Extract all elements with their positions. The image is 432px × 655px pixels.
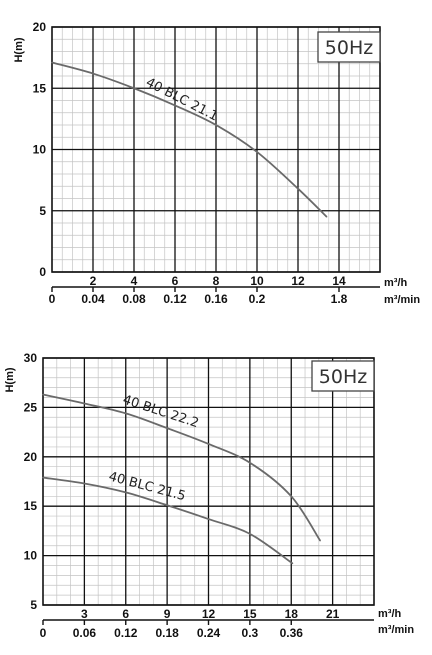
chart-1-x2-tick-label: 0.16 <box>204 292 228 306</box>
chart-1-x-tick-label: 8 <box>213 274 220 288</box>
chart-1-series-1-point <box>51 61 53 64</box>
chart-1-frequency-badge <box>317 31 381 63</box>
chart-2-plot-frame <box>42 357 375 606</box>
chart-2-series-2-point <box>207 518 210 520</box>
chart-2-x-tick-label: 9 <box>164 607 171 621</box>
chart-1-y-tick-label: 15 <box>33 81 47 95</box>
chart-1-y-tick-label: 0 <box>39 265 46 279</box>
chart-1-series-1-point <box>326 216 328 218</box>
chart-2-y-tick-label: 5 <box>30 598 37 612</box>
chart-2-x-unit-label: m³/h <box>378 608 402 620</box>
chart-2-series-2-point <box>83 482 85 485</box>
chart-1-series-1-point <box>256 151 258 153</box>
chart-1-x2-tick-label: 0 <box>49 292 56 306</box>
chart-2-series-1-line <box>42 393 321 542</box>
chart-1-x-tick-label: 14 <box>332 274 346 288</box>
chart-1-series-1-point <box>174 104 176 106</box>
chart-1-frequency-text: 50Hz <box>325 37 373 59</box>
chart-1-x-tick-label: 10 <box>250 274 264 288</box>
chart-1-series-1-point <box>133 87 135 89</box>
chart-2-series-2-point <box>42 476 44 479</box>
chart-2-x2-unit-label: m³/min <box>378 624 414 636</box>
chart-2-series-2-point <box>292 562 294 565</box>
chart-2-y-tick-label: 30 <box>24 351 38 365</box>
chart-2-y-axis-label: H(m) <box>4 367 16 392</box>
chart-2-series-1-point <box>42 393 44 396</box>
chart-1-y-tick-label: 5 <box>39 204 46 218</box>
chart-2-x2-tick-label: 0 <box>40 626 47 640</box>
chart-1-x2-tick-label: 0.04 <box>81 292 105 306</box>
chart-1-y-axis-label: H(m) <box>13 37 25 62</box>
chart-2-series-2-point <box>249 533 251 535</box>
chart-2-x-tick-label: 15 <box>243 607 257 621</box>
chart-1-x-tick-label: 2 <box>90 274 97 288</box>
chart-2-x-tick-label: 3 <box>81 607 88 621</box>
chart-2-x2-tick-label: 0.12 <box>114 626 138 640</box>
chart-2-frequency-text: 50Hz <box>319 366 367 388</box>
chart-1-y-tick-label: 20 <box>33 20 47 34</box>
chart-1-x-tick-label: 6 <box>172 274 179 288</box>
chart-1-series-1-point <box>297 188 299 190</box>
chart-2-y-tick-label: 15 <box>24 499 38 513</box>
chart-1-x2-tick-label: 0.2 <box>249 292 266 306</box>
chart-1-x-tick-label: 4 <box>131 274 138 288</box>
chart-2-series-1-point <box>125 412 127 414</box>
chart-2-y-tick-label: 10 <box>24 549 38 563</box>
chart-1-y-tick-label: 10 <box>33 143 47 157</box>
chart-2-series-1-point <box>249 462 251 464</box>
chart-1-x2-tick-label: 0.08 <box>122 292 146 306</box>
chart-2-series-1-point <box>166 427 168 429</box>
chart-1-x2-tick-label: 1.8 <box>331 292 348 306</box>
chart-2-series-2-point <box>166 504 168 506</box>
chart-2-x-tick-label: 12 <box>202 607 216 621</box>
chart-2-x2-tick-label: 0.3 <box>242 626 259 640</box>
chart-1-plot-frame <box>51 26 381 273</box>
chart-1-series-1-point <box>92 72 94 75</box>
chart-2-series-1-point <box>319 540 321 542</box>
chart-2-y-tick-label: 25 <box>24 400 38 414</box>
chart-1-x-tick-label: 12 <box>291 274 305 288</box>
chart-2-x2-tick-label: 0.06 <box>73 626 97 640</box>
chart-2-x2-tick-label: 0.18 <box>155 626 179 640</box>
chart-2-series-1-point <box>207 443 210 445</box>
chart-1-x2-tick-label: 0.12 <box>163 292 187 306</box>
chart-2-y-tick-label: 20 <box>24 450 38 464</box>
chart-2-x-tick-label: 6 <box>122 607 129 621</box>
chart-2-frequency-badge <box>311 360 375 392</box>
chart-1-series-1-point <box>215 124 217 126</box>
chart-1-x2-unit-label: m³/min <box>384 294 420 306</box>
chart-2-x-tick-label: 18 <box>285 607 299 621</box>
chart-2-x2-tick-label: 0.24 <box>197 626 221 640</box>
chart-2-series-1-point <box>83 402 85 405</box>
chart-1-x-unit-label: m³/h <box>384 277 408 289</box>
chart-2-x-tick-label: 21 <box>326 607 340 621</box>
chart-2-series-2-point <box>125 491 127 493</box>
chart-2-series-1-point <box>290 495 292 497</box>
chart-2-x2-tick-label: 0.36 <box>280 626 304 640</box>
chart-1-series-1-line <box>51 61 328 218</box>
